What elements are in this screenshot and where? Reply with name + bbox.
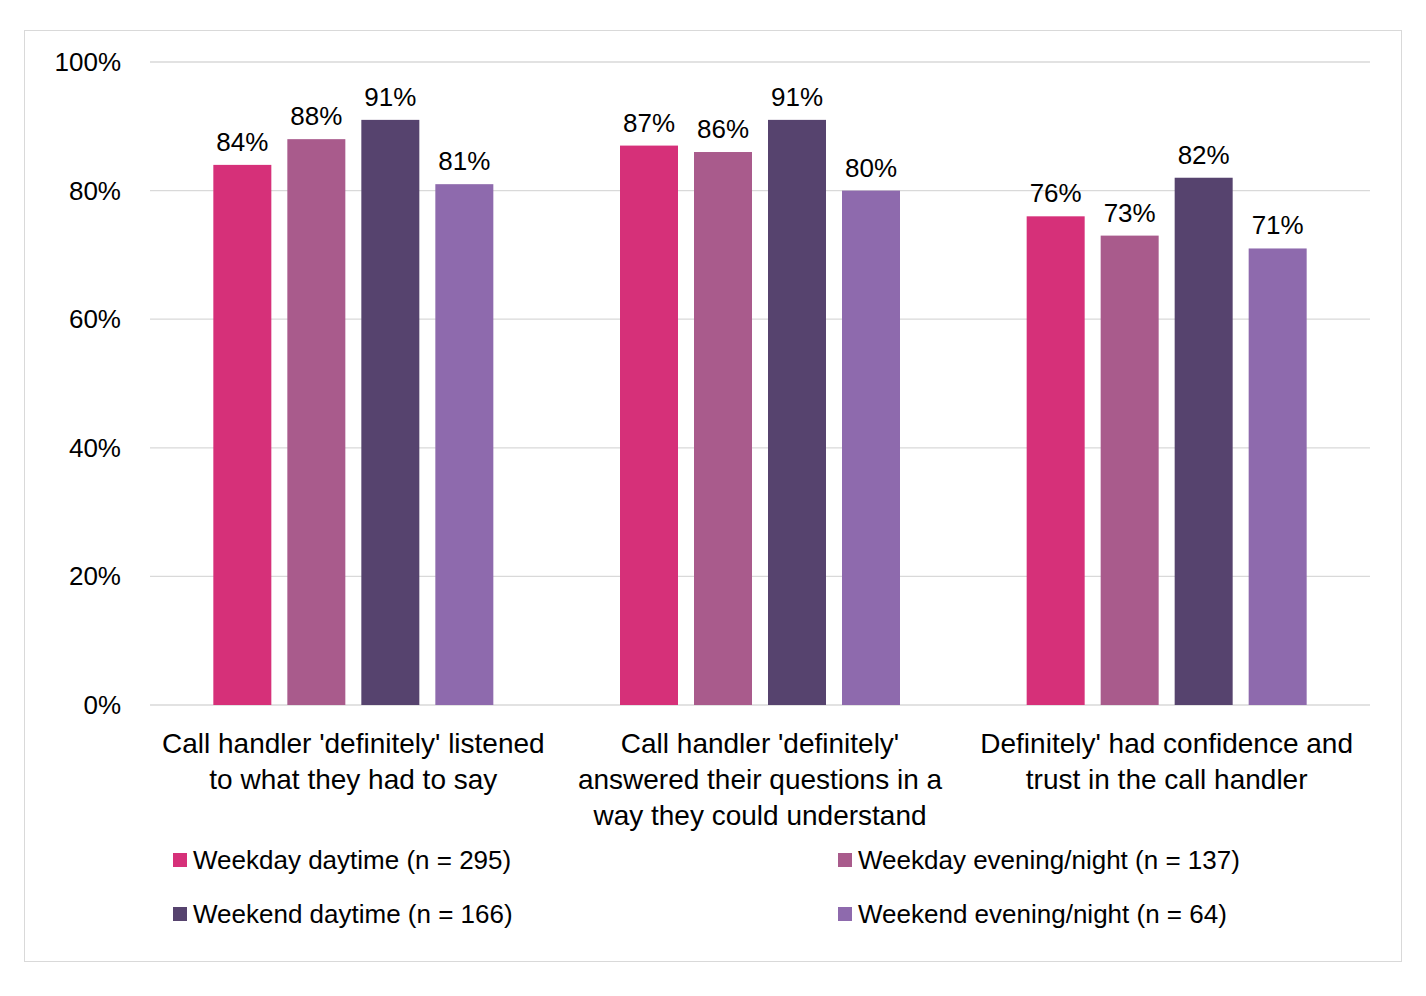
- y-tick-label: 60%: [69, 304, 121, 334]
- data-label: 87%: [623, 108, 675, 138]
- x-tick-label: Call handler 'definitely' listened to wha…: [162, 728, 545, 795]
- x-tick-label-line: answered their questions in a: [578, 764, 943, 795]
- x-tick-label: Definitely' had confidence and trust in t…: [980, 728, 1353, 795]
- data-label: 86%: [697, 114, 749, 144]
- x-tick-label: Call handler 'definitely' answered their …: [578, 728, 943, 831]
- legend-swatch: [838, 853, 852, 867]
- bar: [213, 165, 271, 705]
- legend-swatch: [173, 907, 187, 921]
- legend-label: Weekday daytime (n = 295): [193, 845, 511, 875]
- chart: 0% 20% 40% 60% 80% 100% 84% 87% 76% 88% 86% 73% 91% 9…: [0, 0, 1426, 996]
- bar: [1027, 216, 1085, 705]
- legend-entry: Weekday daytime (n = 295): [173, 845, 511, 875]
- x-tick-label-line: trust in the call handler: [1026, 764, 1308, 795]
- legend-entry: Weekend daytime (n = 166): [173, 899, 513, 929]
- bar: [842, 191, 900, 705]
- data-labels: 84% 87% 76% 88% 86% 73% 91% 91% 82% 81% 80% 71%: [216, 82, 1303, 241]
- x-tick-label-line: Definitely' had confidence and: [980, 728, 1353, 759]
- bar: [1249, 248, 1307, 705]
- y-tick-label: 100%: [55, 47, 122, 77]
- data-label: 91%: [771, 82, 823, 112]
- data-label: 82%: [1178, 140, 1230, 170]
- y-tick-label: 80%: [69, 176, 121, 206]
- data-label: 88%: [290, 101, 342, 131]
- legend-label: Weekend evening/night (n = 64): [858, 899, 1227, 929]
- grid-line: [150, 61, 1370, 62]
- legend-label: Weekend daytime (n = 166): [193, 899, 513, 929]
- x-tick-label-line: to what they had to say: [209, 764, 497, 795]
- x-tick-label-line: Call handler 'definitely' listened: [162, 728, 545, 759]
- bar: [694, 152, 752, 705]
- bar: [1175, 178, 1233, 705]
- legend-label: Weekday evening/night (n = 137): [858, 845, 1240, 875]
- y-tick-label: 40%: [69, 433, 121, 463]
- chart-frame: [25, 31, 1402, 962]
- data-label: 73%: [1104, 198, 1156, 228]
- bar: [1101, 236, 1159, 705]
- data-label: 76%: [1030, 178, 1082, 208]
- legend-entry: Weekday evening/night (n = 137): [838, 845, 1240, 875]
- x-tick-label-line: way they could understand: [592, 800, 926, 831]
- data-label: 84%: [216, 127, 268, 157]
- legend-swatch: [173, 853, 187, 867]
- legend-swatch: [838, 907, 852, 921]
- x-tick-label-line: Call handler 'definitely': [621, 728, 899, 759]
- bars: [213, 120, 1306, 705]
- y-tick-label: 20%: [69, 561, 121, 591]
- data-label: 71%: [1252, 210, 1304, 240]
- data-label: 81%: [438, 146, 490, 176]
- y-tick-label: 0%: [83, 690, 121, 720]
- bar: [768, 120, 826, 705]
- bar: [435, 184, 493, 705]
- bar: [287, 139, 345, 705]
- bar: [361, 120, 419, 705]
- data-label: 80%: [845, 153, 897, 183]
- bar: [620, 146, 678, 705]
- data-label: 91%: [364, 82, 416, 112]
- legend-entry: Weekend evening/night (n = 64): [838, 899, 1227, 929]
